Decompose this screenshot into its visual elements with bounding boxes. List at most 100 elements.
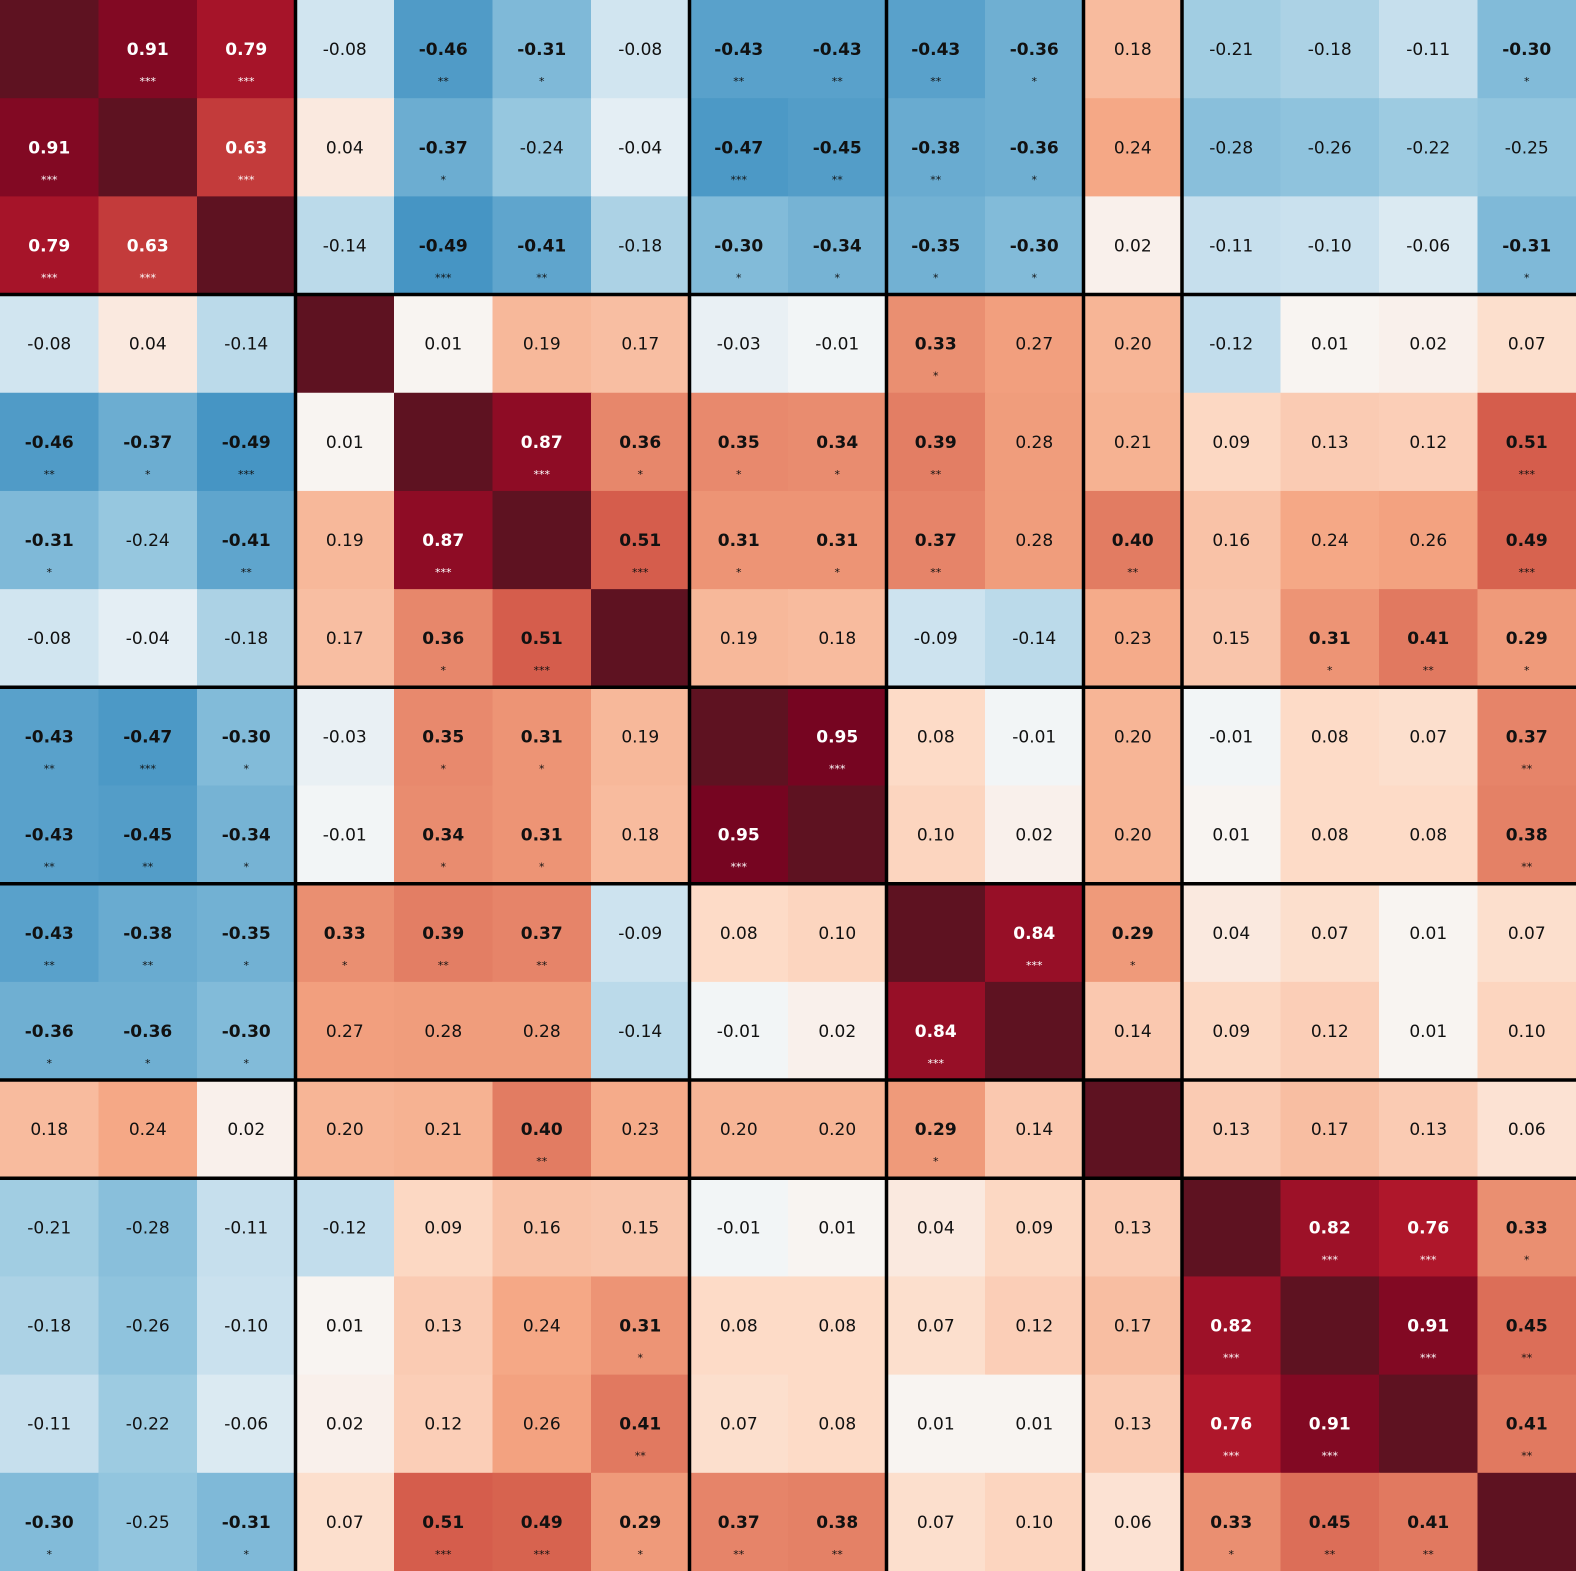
cell-significance-label: ** bbox=[142, 959, 154, 972]
cell-value-label: -0.04 bbox=[618, 138, 662, 158]
heatmap-cell-r10-c4 bbox=[394, 981, 494, 1081]
heatmap-cell-r10-c5 bbox=[492, 981, 592, 1081]
cell-value-label: -0.03 bbox=[717, 335, 761, 355]
heatmap-cell-r4-c4 bbox=[394, 392, 494, 492]
cell-value-label: 0.01 bbox=[424, 335, 462, 355]
cell-value-label: 0.20 bbox=[1114, 727, 1152, 747]
cell-value-label: 0.31 bbox=[718, 531, 760, 551]
cell-value-label: 0.21 bbox=[1114, 433, 1152, 453]
heatmap-cell-r14-c14 bbox=[1379, 1374, 1479, 1474]
cell-value-label: 0.84 bbox=[915, 1022, 957, 1042]
cell-significance-label: *** bbox=[435, 566, 452, 579]
cell-value-label: -0.18 bbox=[224, 629, 268, 649]
heatmap-cell-r2-c2 bbox=[197, 196, 297, 296]
cell-value-label: 0.24 bbox=[129, 1120, 167, 1140]
heatmap-cell-r6-c2 bbox=[197, 589, 297, 688]
cell-significance-label: * bbox=[244, 762, 250, 775]
heatmap-cell-r4-c10 bbox=[985, 392, 1085, 492]
cell-value-label: 0.13 bbox=[1212, 1120, 1250, 1140]
cell-value-label: -0.08 bbox=[323, 40, 367, 60]
cell-value-label: 0.18 bbox=[30, 1120, 68, 1140]
heatmap-cell-r11-c10 bbox=[985, 1080, 1085, 1179]
heatmap-cell-r13-c12 bbox=[1182, 1276, 1282, 1376]
heatmap-cell-r6-c12 bbox=[1182, 589, 1282, 688]
cell-value-label: 0.91 bbox=[1309, 1415, 1351, 1435]
heatmap-cell-r5-c6 bbox=[591, 490, 691, 590]
cell-value-label: -0.38 bbox=[911, 138, 960, 158]
cell-significance-label: * bbox=[1229, 1548, 1235, 1561]
heatmap-cell-r10-c7 bbox=[689, 981, 789, 1081]
cell-significance-label: * bbox=[638, 1352, 644, 1365]
cell-value-label: 0.87 bbox=[422, 531, 464, 551]
cell-value-label: 0.29 bbox=[1112, 924, 1154, 944]
cell-value-label: 0.91 bbox=[1407, 1317, 1449, 1337]
cell-value-label: 0.27 bbox=[326, 1022, 364, 1042]
cell-value-label: -0.45 bbox=[123, 826, 172, 846]
cell-significance-label: *** bbox=[632, 566, 649, 579]
heatmap-cell-r5-c9 bbox=[886, 490, 986, 590]
cell-value-label: 0.45 bbox=[1309, 1513, 1351, 1533]
cell-value-label: 0.04 bbox=[326, 138, 364, 158]
cell-value-label: -0.36 bbox=[1010, 40, 1059, 60]
heatmap-cell-r9-c12 bbox=[1182, 883, 1282, 983]
heatmap-cell-r7-c14 bbox=[1379, 687, 1479, 787]
heatmap-cell-r14-c13 bbox=[1280, 1374, 1380, 1474]
cell-value-label: 0.17 bbox=[1114, 1317, 1152, 1337]
cell-value-label: -0.01 bbox=[323, 826, 367, 846]
cell-value-label: 0.13 bbox=[1311, 433, 1349, 453]
heatmap-cell-r0-c11 bbox=[1083, 0, 1183, 99]
cell-value-label: 0.10 bbox=[1015, 1513, 1053, 1533]
heatmap-cell-r11-c2 bbox=[197, 1080, 297, 1179]
cell-value-label: 0.45 bbox=[1506, 1317, 1548, 1337]
heatmap-cell-r9-c9 bbox=[886, 883, 986, 983]
cell-significance-label: * bbox=[736, 271, 742, 284]
cell-value-label: 0.02 bbox=[326, 1415, 364, 1435]
cell-value-label: 0.17 bbox=[1311, 1120, 1349, 1140]
heatmap-cell-r11-c7 bbox=[689, 1080, 789, 1179]
heatmap-cell-r3-c9 bbox=[886, 294, 986, 394]
cell-value-label: 0.38 bbox=[816, 1513, 858, 1533]
heatmap-cell-r4-c1 bbox=[98, 392, 198, 492]
cell-significance-label: ** bbox=[733, 1548, 745, 1561]
cell-value-label: 0.31 bbox=[816, 531, 858, 551]
heatmap-cell-r3-c14 bbox=[1379, 294, 1479, 394]
heatmap-cell-r8-c12 bbox=[1182, 785, 1282, 885]
heatmap-cell-r13-c3 bbox=[295, 1276, 395, 1376]
heatmap-cell-r6-c0 bbox=[0, 589, 100, 688]
cell-value-label: 0.07 bbox=[1311, 924, 1349, 944]
cell-value-label: 0.18 bbox=[818, 629, 856, 649]
heatmap-cell-r3-c10 bbox=[985, 294, 1085, 394]
cell-significance-label: *** bbox=[534, 468, 551, 481]
heatmap-cell-r12-c5 bbox=[492, 1178, 592, 1278]
cell-significance-label: ** bbox=[930, 173, 942, 186]
heatmap-cell-r6-c4 bbox=[394, 589, 494, 688]
heatmap-cell-r12-c1 bbox=[98, 1178, 198, 1278]
cell-significance-label: ** bbox=[44, 959, 56, 972]
cell-value-label: -0.01 bbox=[1209, 727, 1253, 747]
heatmap-cell-r11-c11 bbox=[1083, 1080, 1183, 1179]
cell-value-label: -0.46 bbox=[419, 40, 468, 60]
heatmap-cell-r9-c10 bbox=[985, 883, 1085, 983]
cell-value-label: -0.36 bbox=[123, 1022, 172, 1042]
cell-value-label: 0.15 bbox=[1212, 629, 1250, 649]
heatmap-cell-r8-c5 bbox=[492, 785, 592, 885]
cell-significance-label: *** bbox=[1519, 468, 1536, 481]
cell-significance-label: *** bbox=[1420, 1253, 1437, 1266]
cell-value-label: -0.08 bbox=[27, 629, 71, 649]
cell-value-label: -0.01 bbox=[717, 1022, 761, 1042]
cell-significance-label: ** bbox=[930, 75, 942, 88]
heatmap-cell-r5-c4 bbox=[394, 490, 494, 590]
heatmap-cell-r4-c3 bbox=[295, 392, 395, 492]
cell-value-label: 0.37 bbox=[1506, 727, 1548, 747]
cell-significance-label: * bbox=[933, 1155, 939, 1168]
cell-value-label: 0.35 bbox=[422, 727, 464, 747]
cell-significance-label: * bbox=[441, 173, 447, 186]
heatmap-cell-r9-c5 bbox=[492, 883, 592, 983]
heatmap-cell-r12-c12 bbox=[1182, 1178, 1282, 1278]
heatmap-cell-r14-c4 bbox=[394, 1374, 494, 1474]
cell-significance-label: * bbox=[1524, 1253, 1530, 1266]
cell-value-label: 0.06 bbox=[1114, 1513, 1152, 1533]
cell-significance-label: *** bbox=[238, 173, 255, 186]
cell-value-label: -0.25 bbox=[1505, 138, 1549, 158]
cell-value-label: 0.01 bbox=[1409, 1022, 1447, 1042]
